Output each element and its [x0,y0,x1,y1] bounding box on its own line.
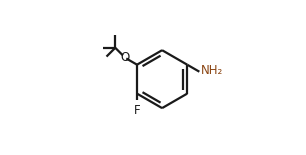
Text: F: F [134,104,140,117]
Text: O: O [121,51,130,64]
Text: NH₂: NH₂ [201,64,223,77]
